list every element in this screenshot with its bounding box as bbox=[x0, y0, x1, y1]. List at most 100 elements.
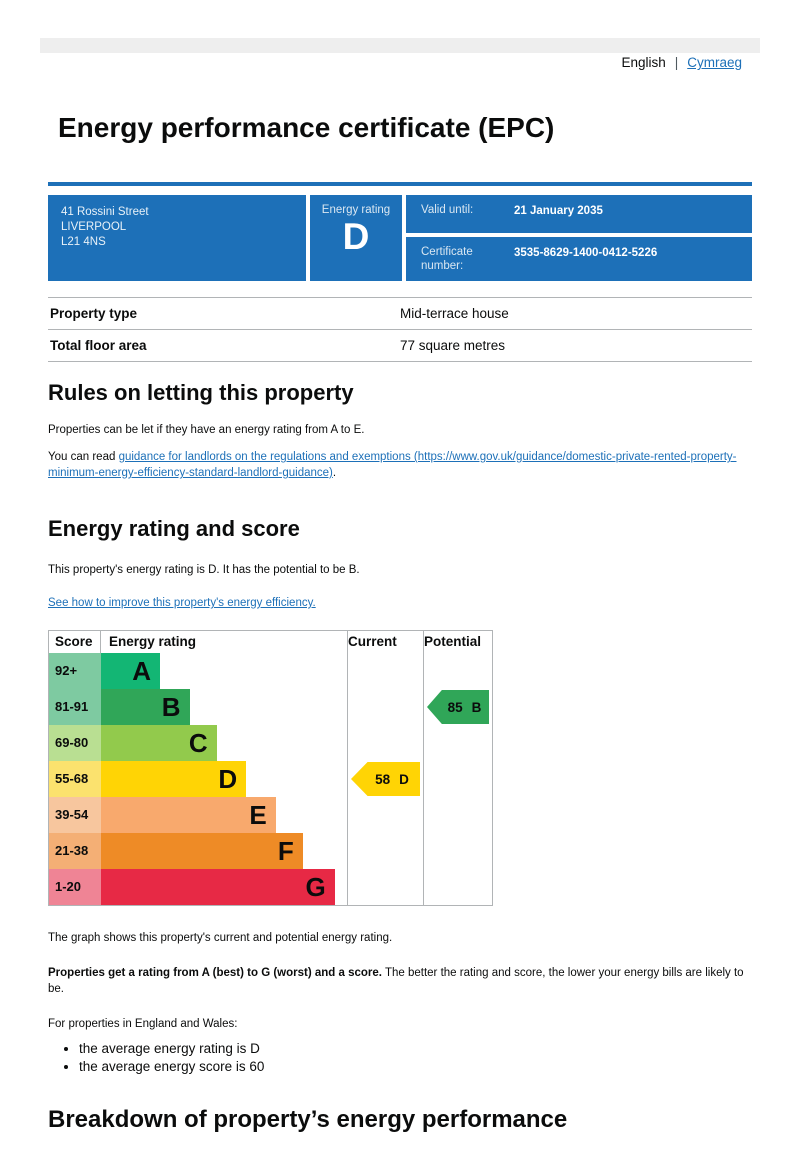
band-letter: C bbox=[188, 728, 208, 758]
valid-until-value: 21 January 2035 bbox=[514, 205, 603, 217]
current-column-cell bbox=[347, 797, 423, 833]
potential-rating-arrow: 85 B bbox=[427, 690, 489, 724]
rules-link-paragraph: You can read guidance for landlords on t… bbox=[48, 449, 748, 481]
address-line: L21 4NS bbox=[61, 236, 106, 248]
rating-summary-paragraph: This property's energy rating is D. It h… bbox=[48, 564, 360, 576]
row-label: Total floor area bbox=[50, 338, 147, 353]
property-details-table: Property type Mid-terrace house Total floo… bbox=[48, 297, 752, 362]
energy-rating-heading: Energy rating and score bbox=[48, 516, 300, 541]
rules-link-prefix: You can read bbox=[48, 451, 119, 463]
band-bar-b: B bbox=[101, 689, 190, 725]
band-bar-d: D bbox=[101, 761, 247, 797]
arrow-band-letter: D bbox=[399, 771, 409, 787]
current-column-cell bbox=[347, 833, 423, 869]
main-content: Energy performance certificate (EPC) 41 … bbox=[48, 111, 752, 1134]
valid-until-label: Valid until: bbox=[421, 204, 474, 216]
language-english: English bbox=[621, 55, 666, 70]
breakdown-heading: Breakdown of property’s energy performan… bbox=[48, 1106, 568, 1133]
potential-column-cell bbox=[423, 833, 492, 869]
arrow-score-value: 85 bbox=[447, 699, 463, 715]
band-letter: G bbox=[305, 872, 326, 902]
rating-explanation: Properties get a rating from A (best) to… bbox=[48, 965, 752, 997]
score-range-label: 1-20 bbox=[49, 869, 101, 905]
current-column-cell bbox=[347, 725, 423, 761]
chart-band-row-f: 21-38 F bbox=[49, 833, 492, 869]
current-rating-arrow: 58 D bbox=[351, 762, 420, 796]
energy-rating-chart: Score Energy rating Current Potential 92+ A 81… bbox=[48, 630, 493, 906]
score-range-label: 55-68 bbox=[49, 761, 101, 797]
language-cymraeg-link[interactable]: Cymraeg bbox=[687, 55, 742, 70]
arrow-score-value: 58 bbox=[375, 771, 391, 787]
rules-link-suffix: . bbox=[332, 467, 337, 479]
rating-explanation-bold: Properties get a rating from A (best) to… bbox=[48, 967, 382, 979]
chart-band-row-g: 1-20 G bbox=[49, 869, 492, 905]
certificate-summary-box: 41 Rossini Street LIVERPOOL L21 4NS Energy… bbox=[48, 195, 752, 281]
rules-heading: Rules on letting this property bbox=[48, 380, 354, 405]
chart-band-row-a: 92+ A bbox=[49, 653, 492, 689]
chart-band-row-e: 39-54 E bbox=[49, 797, 492, 833]
potential-column-cell bbox=[423, 761, 492, 797]
landlord-guidance-link[interactable]: guidance for landlords on the regulation… bbox=[48, 451, 737, 479]
rating-explanation-rest: The better the rating and score, the low… bbox=[48, 967, 744, 995]
potential-column-cell bbox=[423, 725, 492, 761]
band-bar-cell: C bbox=[101, 725, 347, 761]
band-bar-g: G bbox=[101, 869, 335, 905]
list-item: the average energy rating is D bbox=[79, 1040, 752, 1057]
potential-column-cell bbox=[423, 797, 492, 833]
chart-band-row-b: 81-91 B 85 B bbox=[49, 689, 492, 725]
potential-column-cell bbox=[423, 653, 492, 689]
chart-band-row-d: 55-68 D 58 D bbox=[49, 761, 492, 797]
averages-list: the average energy rating is Dthe averag… bbox=[48, 1040, 752, 1075]
band-bar-a: A bbox=[101, 653, 161, 689]
chart-header-potential: Potential bbox=[423, 631, 492, 653]
score-range-label: 21-38 bbox=[49, 833, 101, 869]
chart-header-current: Current bbox=[347, 631, 423, 653]
band-letter: F bbox=[277, 836, 294, 866]
valid-until-row: Valid until: 21 January 2035 bbox=[406, 195, 752, 233]
score-range-label: 81-91 bbox=[49, 689, 101, 725]
language-separator: | bbox=[674, 55, 679, 70]
score-range-label: 69-80 bbox=[49, 725, 101, 761]
improve-efficiency-paragraph: See how to improve this property's energ… bbox=[48, 595, 752, 611]
improve-efficiency-link[interactable]: See how to improve this property's energ… bbox=[48, 597, 316, 609]
band-bar-e: E bbox=[101, 797, 276, 833]
address-line: LIVERPOOL bbox=[61, 221, 127, 233]
energy-rating-panel: Energy rating D bbox=[310, 195, 402, 281]
band-bar-cell: E bbox=[101, 797, 347, 833]
table-row: Property type Mid-terrace house bbox=[48, 298, 752, 330]
band-bar-cell: F bbox=[101, 833, 347, 869]
current-column-cell bbox=[347, 653, 423, 689]
table-row: Total floor area 77 square metres bbox=[48, 330, 752, 362]
certificate-number-row: Certificate number: 3535-8629-1400-0412-… bbox=[406, 237, 752, 281]
band-bar-cell: B bbox=[101, 689, 347, 725]
chart-band-row-c: 69-80 C bbox=[49, 725, 492, 761]
score-range-label: 92+ bbox=[49, 653, 101, 689]
rules-paragraph: Properties can be let if they have an en… bbox=[48, 424, 365, 436]
band-bar-cell: D bbox=[101, 761, 347, 797]
potential-column-cell: 85 B bbox=[423, 689, 492, 725]
band-letter: A bbox=[132, 656, 152, 686]
graph-note: The graph shows this property's current … bbox=[48, 932, 393, 944]
band-letter: E bbox=[249, 800, 267, 830]
row-value: 77 square metres bbox=[400, 338, 506, 353]
language-switcher: English | Cymraeg bbox=[0, 55, 742, 70]
certificate-number-label: Certificate number: bbox=[421, 246, 473, 272]
energy-rating-label: Energy rating bbox=[321, 204, 391, 216]
certificate-info-stack: Valid until: 21 January 2035 Certificate… bbox=[406, 195, 752, 281]
title-divider bbox=[48, 182, 752, 186]
row-label: Property type bbox=[50, 306, 138, 321]
chart-header-row: Score Energy rating Current Potential bbox=[49, 631, 492, 653]
energy-rating-value: D bbox=[342, 216, 370, 257]
page-title: Energy performance certificate (EPC) bbox=[58, 112, 555, 143]
certificate-number-value: 3535-8629-1400-0412-5226 bbox=[514, 247, 658, 259]
chart-header-energy-rating: Energy rating bbox=[109, 634, 197, 649]
top-gray-strip bbox=[40, 38, 760, 53]
band-bar-cell: A bbox=[101, 653, 347, 689]
band-letter: B bbox=[161, 692, 181, 722]
property-address: 41 Rossini Street LIVERPOOL L21 4NS bbox=[48, 195, 306, 281]
averages-intro: For properties in England and Wales: bbox=[48, 1018, 238, 1030]
current-column-cell bbox=[347, 869, 423, 905]
band-bar-f: F bbox=[101, 833, 303, 869]
band-letter: D bbox=[218, 764, 238, 794]
current-column-cell: 58 D bbox=[347, 761, 423, 797]
